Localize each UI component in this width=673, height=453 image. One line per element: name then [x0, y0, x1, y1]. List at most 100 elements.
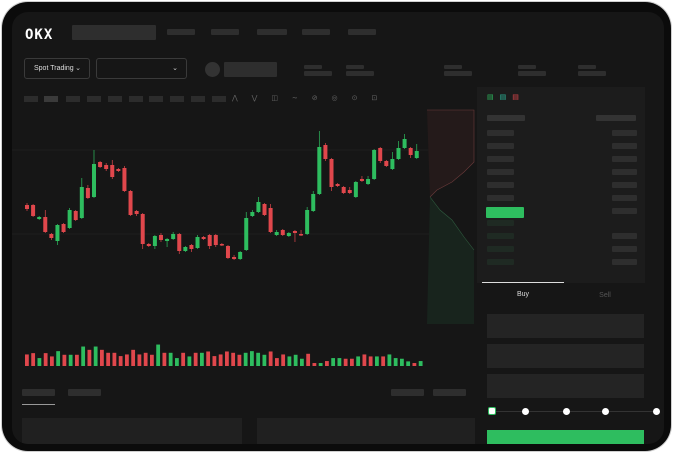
tab-buy[interactable]: Buy: [516, 291, 530, 298]
interval-button[interactable]: [108, 96, 122, 102]
interval-button[interactable]: [66, 96, 80, 102]
candlestick-chart[interactable]: [12, 12, 482, 372]
volume-bar: [187, 356, 192, 366]
ask-row: [487, 143, 514, 149]
stat-value: [518, 71, 546, 76]
nav-item[interactable]: [211, 29, 239, 35]
volume-bar: [168, 352, 173, 366]
slider-step[interactable]: [653, 408, 660, 415]
stat-value: [578, 71, 606, 76]
candle: [152, 236, 157, 246]
order-book-header: [596, 115, 636, 121]
candle: [85, 188, 90, 198]
search-bar[interactable]: [72, 25, 156, 40]
slider-step[interactable]: [563, 408, 570, 415]
interval-button[interactable]: [212, 96, 226, 102]
ask-row: [487, 156, 514, 162]
volume-bar: [256, 352, 261, 366]
amount-input[interactable]: [487, 344, 644, 368]
tab-history[interactable]: [68, 389, 101, 396]
slider-step[interactable]: [602, 408, 609, 415]
nav-item[interactable]: [257, 29, 287, 35]
candle: [323, 145, 328, 159]
candle: [213, 235, 218, 245]
candle: [158, 235, 163, 240]
interval-button[interactable]: [24, 96, 38, 102]
nav-item[interactable]: [348, 29, 376, 35]
candle: [299, 234, 304, 236]
volume-bar: [325, 361, 329, 366]
bid-row: [487, 259, 514, 265]
volume-bar: [62, 354, 67, 366]
order-book-view-icons[interactable]: ▤▤▤: [487, 94, 525, 101]
volume-bar: [218, 354, 223, 366]
candle: [37, 217, 42, 219]
volume-bar: [50, 356, 54, 366]
volume-bar: [387, 354, 392, 366]
volume-bar: [400, 358, 404, 366]
total-input[interactable]: [487, 374, 644, 398]
stat-label: [304, 65, 322, 69]
interval-button[interactable]: [87, 96, 101, 102]
ask-row: [612, 208, 637, 214]
candle: [292, 231, 297, 233]
volume-bar: [300, 358, 304, 366]
volume-bar: [418, 361, 423, 366]
filter-button[interactable]: [391, 389, 424, 396]
candle: [25, 205, 29, 209]
buy-button[interactable]: [487, 430, 644, 444]
market-selector-label: Spot Trading: [34, 65, 74, 72]
trading-screen: OKX Spot Trading ⌄ ⌄ ⋀ ⋁ ◫ ∼ ⊘ ◎ ⊙ ⊡ ▤▤▤ …: [12, 12, 664, 444]
candle: [134, 211, 139, 214]
interval-button[interactable]: [170, 96, 184, 102]
candle: [244, 218, 249, 250]
candle: [140, 214, 145, 244]
orders-card: [22, 418, 242, 444]
price-input[interactable]: [487, 314, 644, 338]
stat-label: [346, 65, 364, 69]
stat-label: [518, 65, 536, 69]
depth-bids: [427, 197, 474, 324]
chart-tools-icons[interactable]: ⋀ ⋁ ◫ ∼ ⊘ ◎ ⊙ ⊡: [232, 95, 384, 102]
volume-bar: [68, 354, 73, 366]
volume-bar: [93, 346, 98, 366]
interval-button[interactable]: [129, 96, 143, 102]
ask-row: [487, 169, 514, 175]
nav-item[interactable]: [302, 29, 330, 35]
stat-value: [444, 71, 472, 76]
volume-bar: [150, 354, 154, 366]
pair-selector[interactable]: ⌄: [96, 58, 187, 79]
ask-row: [612, 182, 637, 188]
slider-handle[interactable]: [488, 407, 496, 415]
candle: [280, 230, 285, 235]
interval-button[interactable]: [191, 96, 205, 102]
ask-row: [612, 169, 637, 175]
candle: [219, 244, 224, 246]
candle: [49, 234, 54, 238]
nav-item[interactable]: [167, 29, 195, 35]
tab-sell[interactable]: Sell: [599, 292, 611, 299]
candle: [67, 210, 72, 228]
chevron-down-icon: ⌄: [75, 65, 81, 72]
candle: [31, 205, 36, 216]
tab-open-orders[interactable]: [22, 389, 55, 396]
volume-bar: [193, 352, 198, 366]
leverage-slider-track[interactable]: [492, 411, 657, 412]
market-selector[interactable]: Spot Trading ⌄: [24, 58, 90, 79]
candle: [225, 246, 230, 258]
filter-button[interactable]: [433, 389, 466, 396]
volume-bar: [100, 349, 104, 366]
candle: [104, 165, 109, 169]
volume-bar: [125, 354, 129, 366]
slider-step[interactable]: [522, 408, 529, 415]
candle: [183, 247, 188, 251]
stat-label: [578, 65, 596, 69]
interval-button[interactable]: [44, 96, 58, 102]
candle: [91, 164, 96, 197]
volume-bar: [81, 346, 86, 366]
candle: [146, 244, 151, 246]
volume-bar: [206, 351, 211, 366]
candle: [122, 168, 127, 191]
chevron-down-icon: ⌄: [172, 65, 178, 72]
interval-button[interactable]: [149, 96, 163, 102]
